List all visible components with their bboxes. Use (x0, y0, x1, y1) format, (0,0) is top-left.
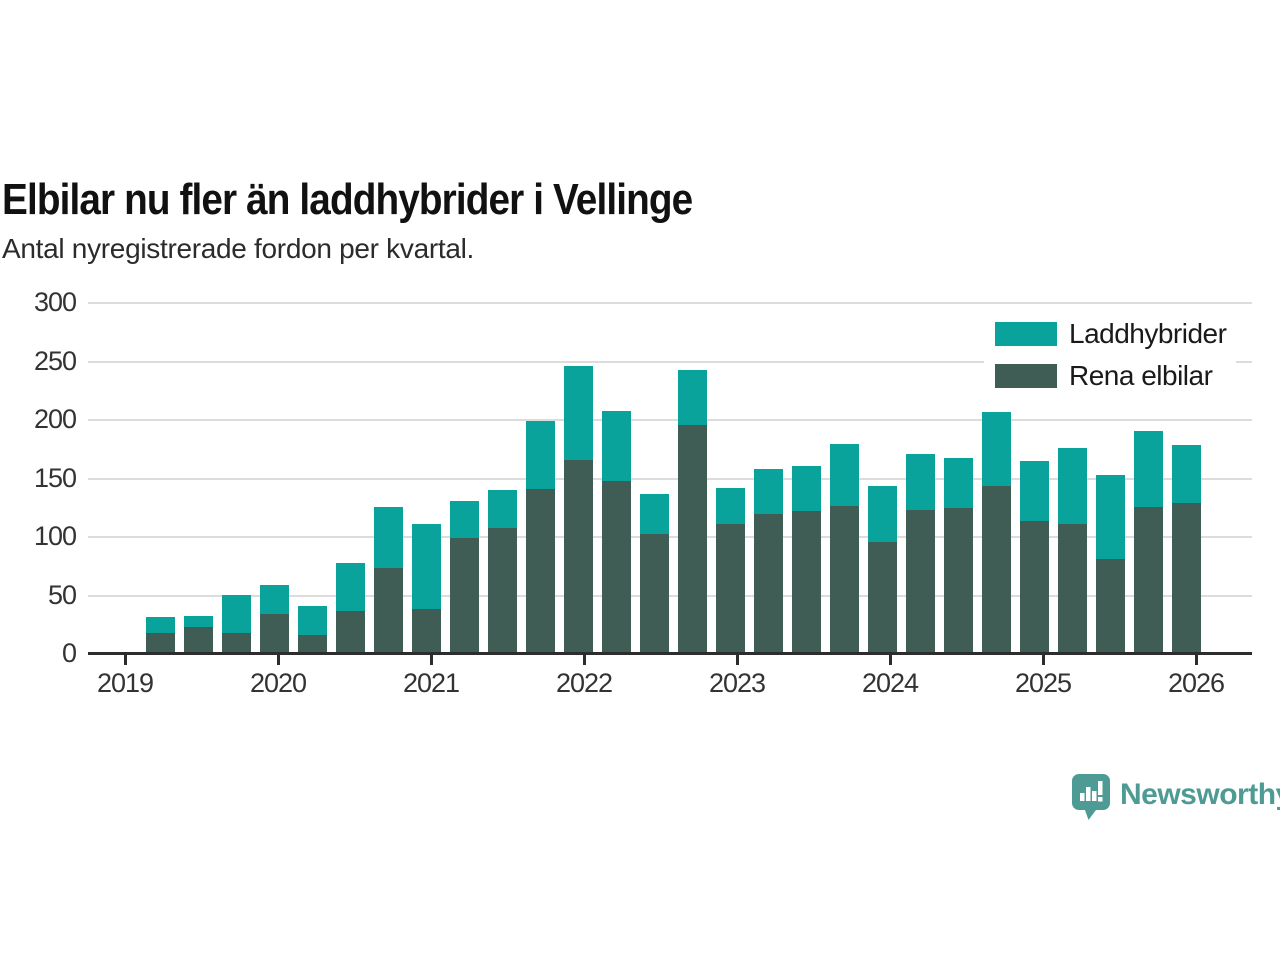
x-tick-label-2022: 2022 (555, 668, 613, 698)
bar-2019-q2-rena-elbilar (183, 627, 213, 653)
bar-2023-q4-rena-elbilar (867, 541, 897, 653)
x-tick-label-2024: 2024 (861, 668, 919, 698)
chart-title: Elbilar nu fler än laddhybrider i Vellin… (2, 175, 693, 225)
y-tick-label-200: 200 (33, 404, 77, 434)
bar-2022-q4-laddhybrider (715, 488, 745, 525)
bar-2021-q4-rena-elbilar (563, 459, 593, 653)
bar-2020-q3-laddhybrider (373, 506, 403, 568)
legend-swatch-laddhybrider (995, 322, 1057, 346)
bar-2022-q1-laddhybrider (601, 410, 631, 481)
bar-2025-q3-rena-elbilar (1133, 506, 1163, 653)
y-tick-label-300: 300 (33, 287, 77, 317)
stacked-bar-chart: 0 50 100 150 200 250 300 2019 2020 2021 2022 2023 20… (33, 287, 1252, 698)
bar-2024-q2-laddhybrider (943, 457, 973, 508)
bar-2022-q2-laddhybrider (639, 493, 669, 534)
chart-legend: Laddhybrider Rena elbilar (984, 316, 1237, 396)
bar-2025-q4-laddhybrider (1171, 444, 1201, 504)
bar-2025-q4-rena-elbilar (1171, 503, 1201, 653)
bar-2019-q3-rena-elbilar (221, 633, 251, 653)
bar-2021-q2-laddhybrider (487, 490, 517, 528)
newsworthy-wordmark: Newsworthy (1120, 778, 1280, 811)
legend-item-rena-elbilar: Rena elbilar (995, 360, 1226, 391)
bar-2024-q1-laddhybrider (905, 454, 935, 511)
x-tick-label-2019: 2019 (96, 668, 154, 698)
x-tick-2025 (1042, 655, 1045, 665)
bar-2020-q4-rena-elbilar (411, 608, 441, 653)
newsworthy-logo: Newsworthy (1072, 774, 1280, 820)
x-tick-2024 (889, 655, 892, 665)
bar-2024-q4-laddhybrider (1019, 461, 1049, 521)
bar-2022-q2-rena-elbilar (639, 533, 669, 653)
x-tick-2019 (124, 655, 127, 665)
bar-2025-q2-laddhybrider (1095, 475, 1125, 560)
bar-2025-q3-laddhybrider (1133, 430, 1163, 507)
bar-2023-q2-laddhybrider (791, 465, 821, 512)
legend-item-laddhybrider: Laddhybrider (995, 318, 1227, 349)
bar-2019-q4-laddhybrider (259, 585, 289, 615)
bar-2021-q3-rena-elbilar (525, 489, 555, 653)
x-tick-2026 (1195, 655, 1198, 665)
bar-2022-q3-rena-elbilar (677, 424, 707, 653)
legend-label: Laddhybrider (1069, 318, 1227, 349)
x-tick-label-2020: 2020 (249, 668, 307, 698)
legend-label: Rena elbilar (1069, 360, 1213, 391)
x-tick-label-2025: 2025 (1014, 668, 1072, 698)
bar-2023-q3-laddhybrider (829, 443, 859, 506)
gridline-150 (88, 477, 1252, 480)
bar-2024-q2-rena-elbilar (943, 507, 973, 653)
legend-swatch-rena-elbilar (995, 364, 1057, 388)
bar-2023-q4-laddhybrider (867, 485, 897, 542)
bar-2024-q3-laddhybrider (981, 411, 1011, 486)
x-tick-label-2026: 2026 (1167, 668, 1225, 698)
x-tick-2022 (583, 655, 586, 665)
y-tick-label-150: 150 (33, 462, 77, 493)
y-tick-label-0: 0 (61, 638, 77, 668)
gridline-250 (88, 360, 1252, 363)
y-tick-label-50: 50 (47, 579, 77, 610)
bar-2021-q2-rena-elbilar (487, 527, 517, 653)
gridline-50 (88, 594, 1252, 597)
bar-2020-q2-laddhybrider (335, 562, 365, 611)
y-tick-label-100: 100 (33, 521, 77, 551)
chart-subtitle: Antal nyregistrerade fordon per kvartal. (2, 233, 475, 264)
bar-2025-q1-rena-elbilar (1057, 524, 1087, 653)
gridline-200 (88, 419, 1252, 421)
bar-2025-q1-laddhybrider (1057, 448, 1087, 525)
x-tick-2023 (736, 655, 739, 665)
bar-2021-q4-laddhybrider (563, 366, 593, 460)
bar-2020-q2-rena-elbilar (335, 610, 365, 653)
gridline-100 (88, 536, 1252, 538)
bar-2021-q1-laddhybrider (449, 500, 479, 539)
bar-2023-q2-rena-elbilar (791, 511, 821, 653)
bar-2020-q3-rena-elbilar (373, 567, 403, 653)
bar-2021-q3-laddhybrider (525, 421, 555, 490)
bar-2020-q4-laddhybrider (411, 524, 441, 609)
bar-2019-q1-laddhybrider (145, 616, 175, 634)
x-axis-line (88, 652, 1252, 655)
bar-2022-q4-rena-elbilar (715, 524, 745, 653)
bar-2020-q1-laddhybrider (297, 606, 327, 636)
x-tick-label-2023: 2023 (708, 668, 766, 698)
bar-2023-q1-laddhybrider (753, 469, 783, 514)
bar-2019-q2-laddhybrider (183, 615, 213, 628)
x-tick-2021 (430, 655, 433, 665)
bar-2021-q1-rena-elbilar (449, 538, 479, 653)
gridline-300 (88, 302, 1252, 304)
y-tick-label-250: 250 (33, 345, 77, 376)
bar-2019-q4-rena-elbilar (259, 614, 289, 653)
bar-2024-q4-rena-elbilar (1019, 520, 1049, 653)
bar-2022-q1-rena-elbilar (601, 481, 631, 653)
bar-2020-q1-rena-elbilar (297, 635, 327, 653)
bar-2019-q1-rena-elbilar (145, 633, 175, 653)
bar-2019-q3-laddhybrider (221, 594, 251, 634)
bar-2025-q2-rena-elbilar (1095, 559, 1125, 653)
bar-2023-q3-rena-elbilar (829, 505, 859, 653)
bar-2024-q3-rena-elbilar (981, 485, 1011, 653)
newsworthy-bubble-icon (1072, 774, 1110, 820)
x-tick-label-2021: 2021 (402, 668, 460, 698)
x-tick-2020 (277, 655, 280, 665)
bar-2023-q1-rena-elbilar (753, 513, 783, 653)
bar-2024-q1-rena-elbilar (905, 510, 935, 653)
bar-2022-q3-laddhybrider (677, 369, 707, 425)
